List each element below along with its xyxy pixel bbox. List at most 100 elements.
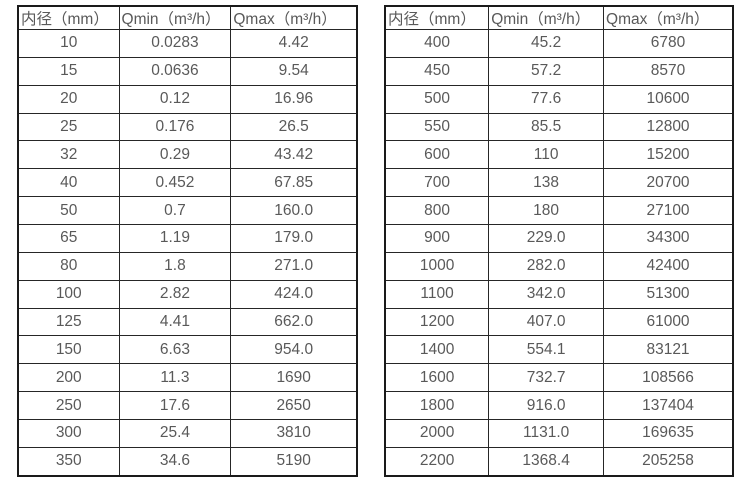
table-cell: 200 [17, 363, 120, 393]
table-cell: 3810 [230, 419, 358, 448]
table-cell: 20700 [603, 168, 734, 198]
table-cell: 350 [17, 446, 120, 477]
table-cell: 160.0 [230, 196, 358, 226]
table-cell: 600 [384, 140, 490, 170]
table-cell: 180 [488, 196, 605, 226]
table-cell: 407.0 [488, 307, 605, 337]
table-cell: 43.42 [230, 140, 358, 170]
column-header: Qmax（m³/h） [603, 5, 734, 30]
flow-rate-table-small-diameters: 内径（mm） Qmin（m³/h） Qmax（m³/h） 10 0.0283 4.42 1… [17, 5, 358, 477]
table-cell: 0.0283 [118, 29, 232, 58]
table-cell: 1400 [384, 335, 490, 365]
table-row: 1100 342.0 51300 [384, 279, 734, 309]
table-row: 150 6.63 954.0 [17, 335, 358, 365]
table-row: 350 34.6 5190 [17, 446, 358, 477]
table-cell: 282.0 [488, 251, 605, 281]
table-cell: 137404 [603, 391, 734, 421]
table-cell: 271.0 [230, 251, 358, 281]
table-row: 450 57.2 8570 [384, 56, 734, 86]
table-cell: 34.6 [118, 446, 232, 477]
column-header: 内径（mm） [17, 5, 120, 30]
table-cell: 67.85 [230, 168, 358, 198]
table-cell: 20 [17, 84, 120, 114]
table-row: 15 0.0636 9.54 [17, 56, 358, 86]
table-row: 600 110 15200 [384, 140, 734, 170]
table-cell: 662.0 [230, 307, 358, 337]
table-cell: 179.0 [230, 224, 358, 253]
table-row: 800 180 27100 [384, 196, 734, 226]
table-cell: 205258 [603, 446, 734, 477]
table-row: 1200 407.0 61000 [384, 307, 734, 337]
table-cell: 16.96 [230, 84, 358, 114]
table-row: 20 0.12 16.96 [17, 84, 358, 114]
table-cell: 6.63 [118, 335, 232, 365]
table-cell: 400 [384, 29, 490, 58]
table-row: 550 85.5 12800 [384, 112, 734, 142]
table-row: 50 0.7 160.0 [17, 196, 358, 226]
table-row: 400 45.2 6780 [384, 29, 734, 58]
table-cell: 45.2 [488, 29, 605, 58]
table-cell: 4.41 [118, 307, 232, 337]
table-row: 125 4.41 662.0 [17, 307, 358, 337]
table-cell: 83121 [603, 335, 734, 365]
table-row: 300 25.4 3810 [17, 419, 358, 448]
table-cell: 700 [384, 168, 490, 198]
table-row: 100 2.82 424.0 [17, 279, 358, 309]
table-row: 25 0.176 26.5 [17, 112, 358, 142]
table-cell: 108566 [603, 363, 734, 393]
table-cell: 1.19 [118, 224, 232, 253]
header-row: 内径（mm） Qmin（m³/h） Qmax（m³/h） [384, 5, 734, 30]
table-cell: 554.1 [488, 335, 605, 365]
table-cell: 1131.0 [488, 419, 605, 448]
table-cell: 11.3 [118, 363, 232, 393]
table-row: 900 229.0 34300 [384, 224, 734, 253]
table-cell: 42400 [603, 251, 734, 281]
table-cell: 0.12 [118, 84, 232, 114]
table-cell: 342.0 [488, 279, 605, 309]
table-cell: 138 [488, 168, 605, 198]
table-cell: 500 [384, 84, 490, 114]
table-cell: 100 [17, 279, 120, 309]
table-cell: 229.0 [488, 224, 605, 253]
table-cell: 77.6 [488, 84, 605, 114]
flow-rate-table-large-diameters: 内径（mm） Qmin（m³/h） Qmax（m³/h） 400 45.2 6780 45… [384, 5, 734, 477]
table-cell: 2650 [230, 391, 358, 421]
table-cell: 1368.4 [488, 446, 605, 477]
table-row: 250 17.6 2650 [17, 391, 358, 421]
table-cell: 0.29 [118, 140, 232, 170]
column-header: Qmin（m³/h） [118, 5, 232, 30]
table-header-row: 内径（mm） Qmin（m³/h） Qmax（m³/h） [17, 5, 358, 30]
table-row: 1000 282.0 42400 [384, 251, 734, 281]
table-cell: 800 [384, 196, 490, 226]
table-cell: 1690 [230, 363, 358, 393]
table-row: 500 77.6 10600 [384, 84, 734, 114]
table-row: 1600 732.7 108566 [384, 363, 734, 393]
table-cell: 150 [17, 335, 120, 365]
table-cell: 10600 [603, 84, 734, 114]
table-cell: 80 [17, 251, 120, 281]
column-header: Qmin（m³/h） [488, 5, 605, 30]
table-cell: 0.452 [118, 168, 232, 198]
table-cell: 10 [17, 29, 120, 58]
table-cell: 57.2 [488, 56, 605, 86]
table-cell: 26.5 [230, 112, 358, 142]
table-row: 2200 1368.4 205258 [384, 446, 734, 477]
table-header-row: 内径（mm） Qmin（m³/h） Qmax（m³/h） [384, 5, 734, 30]
table-cell: 8570 [603, 56, 734, 86]
table-row: 2000 1131.0 169635 [384, 419, 734, 448]
table-cell: 1000 [384, 251, 490, 281]
table-cell: 34300 [603, 224, 734, 253]
table-cell: 1800 [384, 391, 490, 421]
table-cell: 85.5 [488, 112, 605, 142]
table-cell: 25.4 [118, 419, 232, 448]
table-cell: 51300 [603, 279, 734, 309]
table-cell: 1200 [384, 307, 490, 337]
table-row: 1400 554.1 83121 [384, 335, 734, 365]
table-cell: 50 [17, 196, 120, 226]
table-row: 10 0.0283 4.42 [17, 29, 358, 58]
table-cell: 2.82 [118, 279, 232, 309]
table-cell: 2200 [384, 446, 490, 477]
table-cell: 300 [17, 419, 120, 448]
table-cell: 0.176 [118, 112, 232, 142]
